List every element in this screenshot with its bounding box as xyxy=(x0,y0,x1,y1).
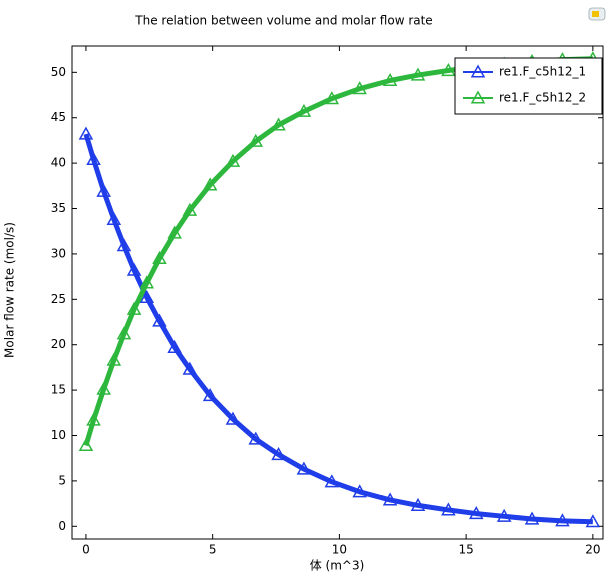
x-tick-label: 0 xyxy=(82,543,90,557)
x-tick-label: 20 xyxy=(585,543,600,557)
y-tick-label: 30 xyxy=(51,246,66,260)
data-marker xyxy=(441,62,456,77)
y-tick-label: 50 xyxy=(51,65,66,79)
data-marker xyxy=(382,492,398,506)
y-tick-label: 10 xyxy=(51,428,66,442)
x-tick-label: 15 xyxy=(458,543,473,557)
data-marker xyxy=(96,381,111,395)
data-marker xyxy=(152,313,167,327)
data-marker xyxy=(78,126,94,140)
data-marker xyxy=(167,225,182,239)
data-marker xyxy=(248,431,264,445)
data-marker xyxy=(441,502,456,516)
data-marker xyxy=(78,437,94,452)
data-marker xyxy=(96,183,111,197)
data-marker xyxy=(106,352,122,366)
legend-marker xyxy=(470,90,486,104)
legend-label: re1.F_c5h12_2 xyxy=(499,91,586,105)
data-marker xyxy=(167,339,182,353)
data-marker xyxy=(271,447,286,461)
data-marker xyxy=(225,153,241,167)
data-marker xyxy=(139,275,155,289)
series-line xyxy=(83,133,593,525)
data-marker xyxy=(524,511,540,525)
data-marker xyxy=(182,361,198,375)
y-tick-label: 35 xyxy=(51,201,66,215)
data-marker xyxy=(86,151,101,166)
data-marker xyxy=(382,72,398,87)
data-marker xyxy=(152,250,167,265)
legend: re1.F_c5h12_1 re1.F_c5h12_2 xyxy=(454,57,603,115)
y-tick-label: 0 xyxy=(58,519,66,533)
y-tick-label: 45 xyxy=(51,110,66,124)
data-marker xyxy=(496,508,512,522)
data-marker xyxy=(324,91,340,105)
data-marker xyxy=(555,513,570,527)
data-marker xyxy=(352,484,367,498)
data-marker xyxy=(202,177,218,191)
y-tick-label: 25 xyxy=(51,292,66,306)
y-tick-label: 20 xyxy=(51,337,66,351)
data-marker xyxy=(468,506,484,520)
data-marker xyxy=(585,514,601,528)
app-icon xyxy=(588,7,606,21)
data-marker xyxy=(202,388,218,402)
data-marker xyxy=(296,103,312,117)
data-marker xyxy=(271,117,286,131)
x-tick-label: 10 xyxy=(332,543,347,557)
y-tick-label: 15 xyxy=(51,383,66,397)
plot-frame xyxy=(71,45,604,540)
data-marker xyxy=(126,301,142,315)
chart-title: The relation between volume and molar fl… xyxy=(134,14,432,28)
data-marker xyxy=(248,133,264,147)
data-marker xyxy=(410,67,426,81)
x-axis-label: 体 (m^3) xyxy=(310,559,365,573)
x-tick-label: 5 xyxy=(209,543,217,557)
data-marker xyxy=(126,262,142,276)
y-axis-label: Molar flow rate (mol/s) xyxy=(3,222,17,358)
data-marker xyxy=(296,461,312,475)
legend-label: re1.F_c5h12_1 xyxy=(499,65,586,79)
data-marker xyxy=(352,81,367,95)
data-marker xyxy=(86,412,101,426)
data-marker xyxy=(182,202,198,216)
data-marker xyxy=(410,497,426,511)
data-marker xyxy=(116,326,132,340)
data-marker xyxy=(324,474,340,488)
series-line xyxy=(83,56,593,447)
y-tick-label: 5 xyxy=(58,473,66,487)
legend-marker xyxy=(470,64,486,78)
y-tick-label: 40 xyxy=(51,156,66,170)
data-marker xyxy=(139,289,155,304)
data-marker xyxy=(106,211,122,225)
data-marker xyxy=(225,411,241,425)
data-marker xyxy=(116,238,132,252)
